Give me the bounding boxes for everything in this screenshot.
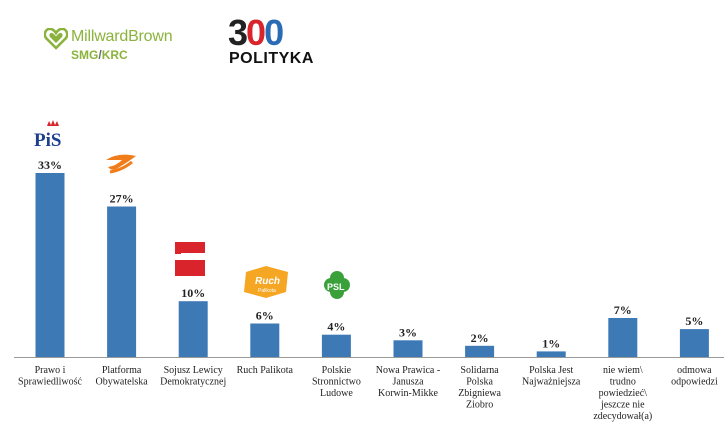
category-label-line: Najważniejsza [522, 377, 581, 388]
psl-leaf-4-icon [330, 285, 344, 299]
category-label-line: Platforma [102, 365, 142, 376]
pis-logo-text: PiS [34, 130, 61, 151]
pis-logo: PiS [34, 120, 61, 151]
psl-logo-text: PSL [327, 282, 345, 292]
data-label-7: 1% [542, 336, 560, 350]
sld-flag-top-icon [175, 242, 205, 254]
category-label-line: odmowa [677, 365, 712, 376]
bar-8 [608, 318, 638, 357]
polityka-digit-0b: 0 [264, 12, 284, 53]
category-label-3: Ruch Palikota [237, 365, 294, 376]
polityka-digit-0a: 0 [246, 12, 266, 53]
sld-flag-bottom-icon [175, 260, 205, 276]
category-label-line: Stronnictwo [312, 377, 361, 388]
data-label-1: 27% [110, 192, 134, 206]
category-label-line: odpowiedzi [671, 377, 718, 388]
bar-1 [107, 206, 137, 357]
bar-7 [536, 351, 566, 357]
category-label-line: Ludowe [320, 388, 353, 399]
mb-sub-right: KRC [101, 48, 128, 62]
category-label-line: zdecydował(a) [593, 411, 652, 422]
data-label-0: 33% [38, 158, 62, 172]
category-label-1: Platforma Obywatelska [95, 365, 148, 388]
millward-brown-logo: MillwardBrown SMG/KRC [44, 26, 194, 66]
millward-brown-sub: SMG/KRC [71, 48, 128, 62]
category-label-9: odmowa odpowiedzi [671, 365, 718, 388]
header: MillwardBrown SMG/KRC 300 POLITYKA [0, 0, 726, 90]
pis-crown-icon [47, 120, 59, 126]
category-label-line: Zbigniewa [458, 388, 501, 399]
category-label-line: Ziobro [466, 400, 493, 411]
category-label-line: Janusza [392, 377, 424, 388]
category-label-line: Prawo i [35, 365, 66, 376]
polityka-word: POLITYKA [229, 50, 314, 67]
category-label-6: Solidarna Polska Zbigniewa Ziobro [458, 365, 501, 411]
mb-sub-sep: / [98, 48, 102, 62]
category-label-line: Solidarna [460, 365, 499, 376]
sld-logo [175, 242, 205, 276]
category-label-line: Polskie [322, 365, 352, 376]
po-swoosh-icon [106, 154, 136, 170]
category-label-line: nie wiem\ [603, 365, 643, 376]
data-label-2: 10% [181, 286, 205, 300]
psl-logo: PSL [324, 271, 350, 299]
category-label-7: Polska Jest Najważniejsza [522, 365, 581, 388]
category-label-line: Nowa Prawica - [376, 365, 440, 376]
category-label-line: Polska Jest [529, 365, 573, 376]
heart-logo-icon [44, 28, 68, 50]
data-label-5: 3% [399, 325, 417, 339]
bar-6 [465, 345, 495, 357]
sld-flag-stripe-icon [181, 253, 205, 259]
category-label-line: trudno [610, 377, 636, 388]
category-label-0: Prawo i Sprawiedliwość [18, 365, 82, 388]
bar-4 [321, 334, 351, 357]
data-label-9: 5% [685, 314, 703, 328]
category-label-2: Sojusz Lewicy Demokratycznej [160, 365, 226, 388]
category-label-line: Sprawiedliwość [18, 377, 82, 388]
ruch-logo-subtext: Palikota [258, 288, 276, 294]
data-label-6: 2% [471, 331, 489, 345]
data-label-4: 4% [327, 320, 345, 334]
psl-leaf-3-icon [330, 271, 344, 285]
millward-brown-name: MillwardBrown [71, 28, 173, 45]
category-label-line: Obywatelska [95, 377, 148, 388]
category-label-8: nie wiem\ trudno powiedzieć\ jeszcze nie zde… [593, 365, 652, 422]
category-label-line: Korwin-Mikke [378, 388, 439, 399]
bar-5 [393, 340, 423, 357]
category-label-line: Sojusz Lewicy [164, 365, 223, 376]
po-logo [106, 154, 136, 174]
labels-layer: 33% Prawo i Sprawiedliwość 27% Platforma Obyw… [18, 158, 718, 422]
data-label-3: 6% [256, 309, 274, 323]
category-label-line: jeszcze nie [600, 400, 645, 411]
ruch-palikota-logo: Ruch Palikota [244, 266, 288, 298]
bar-0 [35, 173, 65, 357]
category-label-line: Demokratycznej [160, 377, 226, 388]
bar-2 [178, 301, 208, 357]
po-swoosh-line-icon [109, 160, 133, 174]
ruch-badge-icon [244, 266, 288, 298]
mb-sub-left: SMG [71, 48, 99, 62]
category-label-line: Polska [466, 377, 493, 388]
category-label-5: Nowa Prawica -Janusza Korwin-Mikke [376, 365, 440, 399]
bar-3 [250, 323, 280, 357]
ruch-logo-text: Ruch [255, 276, 280, 287]
category-label-4: Polskie Stronnictwo Ludowe [312, 365, 361, 399]
bars-layer [35, 173, 709, 357]
category-label-line: powiedzieć\ [599, 388, 648, 399]
category-label-line: Ruch Palikota [237, 365, 294, 376]
data-label-8: 7% [614, 303, 632, 317]
polityka-300: 300 [228, 12, 284, 54]
polityka-logo: 300 POLITYKA [228, 12, 313, 70]
bar-9 [679, 329, 709, 357]
polityka-digit-3: 3 [228, 12, 248, 53]
